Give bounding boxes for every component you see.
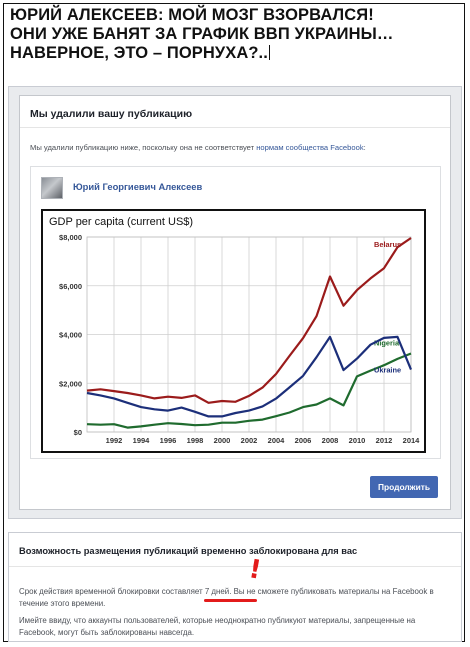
- x-tick-label: 1996: [160, 436, 177, 445]
- block-notice-title: Возможность размещения публикаций времен…: [19, 546, 358, 556]
- plot-area: [86, 236, 412, 433]
- chart-svg: GDP per capita (current US$) $8,000 $6,000…: [49, 216, 421, 445]
- block-notice-divider: [9, 566, 461, 567]
- x-tick-label: 1992: [106, 436, 123, 445]
- post-author[interactable]: Юрий Георгиевич Алексеев: [73, 181, 203, 192]
- headline-line-3-text: НАВЕРНОЕ, ЭТО – ПОРНУХА?..: [10, 44, 268, 62]
- dialog-divider: [20, 127, 450, 128]
- y-tick-label: $4,000: [59, 331, 82, 340]
- gdp-chart: GDP per capita (current US$) $8,000 $6,000…: [41, 209, 426, 453]
- series-label-nigeria: Nigeria: [374, 338, 400, 347]
- block-notice-panel: Возможность размещения публикаций времен…: [8, 532, 462, 642]
- series-line-belarus: [86, 237, 412, 404]
- y-tick-label: $0: [74, 428, 82, 437]
- block-duration-text: Срок действия временной блокировки соста…: [19, 587, 434, 608]
- community-standards-link[interactable]: нормам сообщества Facebook: [256, 143, 364, 152]
- continue-button[interactable]: Продолжить: [370, 476, 438, 498]
- series-line-ukraine: [86, 335, 413, 418]
- dialog-message-end: :: [363, 143, 366, 152]
- y-tick-label: $6,000: [59, 282, 82, 291]
- series-line-nigeria: [86, 352, 412, 429]
- x-tick-label: 2004: [268, 436, 286, 445]
- red-exclamation-annotation: !: [246, 554, 264, 586]
- permanent-ban-warning: Имейте ввиду, что аккаунты пользователей…: [19, 616, 416, 637]
- y-tick-label: $2,000: [59, 379, 82, 388]
- dialog-message: Мы удалили публикацию ниже, поскольку он…: [30, 143, 366, 152]
- removed-post: Юрий Георгиевич Алексеев GDP per capita …: [30, 166, 441, 459]
- removed-post-dialog: Мы удалили вашу публикацию Мы удалили пу…: [19, 95, 451, 510]
- x-tick-label: 1998: [187, 436, 204, 445]
- headline: ЮРИЙ АЛЕКСЕЕВ: МОЙ МОЗГ ВЗОРВАЛСЯ! ОНИ У…: [10, 6, 460, 63]
- y-tick-label: $8,000: [59, 233, 82, 242]
- red-underline-annotation: [204, 599, 257, 602]
- headline-line-1: ЮРИЙ АЛЕКСЕЕВ: МОЙ МОЗГ ВЗОРВАЛСЯ!: [10, 6, 374, 24]
- removed-post-panel: Мы удалили вашу публикацию Мы удалили пу…: [8, 86, 462, 519]
- x-tick-label: 2000: [214, 436, 231, 445]
- x-tick-label: 2006: [295, 436, 312, 445]
- text-caret: [268, 45, 270, 60]
- avatar[interactable]: [41, 177, 63, 199]
- series-label-ukraine: Ukraine: [374, 365, 401, 374]
- x-tick-label: 2012: [376, 436, 393, 445]
- series-label-belarus: Belarus: [374, 240, 401, 249]
- x-tick-label: 2010: [349, 436, 366, 445]
- x-tick-label: 2008: [322, 436, 339, 445]
- dialog-title: Мы удалили вашу публикацию: [30, 108, 193, 120]
- x-tick-label: 2002: [241, 436, 258, 445]
- headline-line-3: НАВЕРНОЕ, ЭТО – ПОРНУХА?..: [10, 44, 460, 63]
- x-tick-label: 2014: [403, 436, 421, 445]
- x-tick-label: 1994: [133, 436, 151, 445]
- dialog-message-text: Мы удалили публикацию ниже, поскольку он…: [30, 143, 257, 152]
- headline-line-2: ОНИ УЖЕ БАНЯТ ЗА ГРАФИК ВВП УКРАИНЫ…: [10, 25, 394, 43]
- chart-title: GDP per capita (current US$): [49, 216, 193, 228]
